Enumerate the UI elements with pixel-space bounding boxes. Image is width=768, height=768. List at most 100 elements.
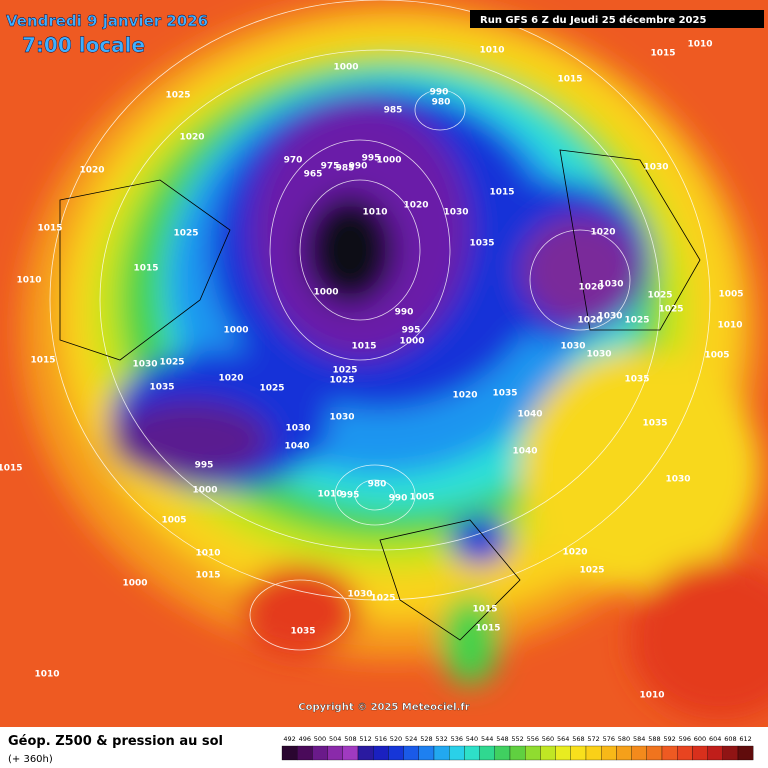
isobar-label: 1020 <box>79 166 104 176</box>
legend-label: 584 <box>633 735 645 743</box>
legend-swatch <box>555 745 571 761</box>
isobar-label: 1030 <box>586 350 611 360</box>
isobar-label: 1010 <box>16 276 41 286</box>
legend-label: 536 <box>451 735 463 743</box>
legend-label: 588 <box>648 735 660 743</box>
legend-label: 612 <box>739 735 751 743</box>
isobar-label: 1025 <box>165 91 190 101</box>
legend-swatch <box>494 745 511 761</box>
isobar-label: 1020 <box>562 548 587 558</box>
legend-swatch <box>403 745 419 761</box>
copyright: Copyright © 2025 Meteociel.fr <box>298 702 469 713</box>
legend-swatch <box>281 745 298 761</box>
legend-label: 592 <box>663 735 675 743</box>
isobar-label: 1030 <box>665 475 690 485</box>
legend-swatch <box>327 745 343 761</box>
isobar-label: 990 <box>389 494 408 504</box>
legend-swatch <box>677 745 693 761</box>
isobar-label: 1035 <box>624 375 649 385</box>
isobar-label: 1030 <box>598 280 623 290</box>
isobar-label: 1025 <box>332 366 357 376</box>
isobar-label: 1035 <box>642 419 667 429</box>
isobar-label: 1000 <box>122 579 147 589</box>
footer-title: Géop. Z500 & pression au sol <box>8 734 223 749</box>
legend-swatch <box>722 745 739 761</box>
legend-swatch <box>312 745 328 761</box>
legend-label: 504 <box>329 735 341 743</box>
legend-label: 544 <box>481 735 493 743</box>
isobar-label: 1025 <box>624 316 649 326</box>
isobar-label: 1015 <box>557 75 582 85</box>
isobar-label: 1030 <box>285 424 310 434</box>
isobar-label: 1030 <box>597 312 622 322</box>
isobar-label: 1035 <box>469 239 494 249</box>
legend-label: 552 <box>511 735 523 743</box>
isobar-label: 1020 <box>578 283 603 293</box>
isobar-label: 1010 <box>479 46 504 56</box>
legend-swatch <box>297 745 313 761</box>
isobar-label: 965 <box>304 170 323 180</box>
isobar-label: 1020 <box>218 374 243 384</box>
isobar-label: 1005 <box>718 290 743 300</box>
legend-swatch <box>616 745 632 761</box>
color-legend: 492 496 500 504 508 512 516 520 524 528 532 536 540 5… <box>281 735 754 761</box>
legend-label: 496 <box>299 735 311 743</box>
legend-swatch <box>707 745 723 761</box>
legend-swatch <box>464 745 480 761</box>
isobar-label: 1020 <box>403 201 428 211</box>
isobar-label: 1015 <box>0 464 23 474</box>
isobar-label: 1015 <box>351 342 376 352</box>
legend-label: 568 <box>572 735 584 743</box>
legend-label: 492 <box>283 735 295 743</box>
isobar-label: 1000 <box>333 63 358 73</box>
isobar-label: 1025 <box>647 291 672 301</box>
isobar-label: 980 <box>432 98 451 108</box>
legend-swatch <box>646 745 663 761</box>
isobar-label: 970 <box>284 156 303 166</box>
isobar-label: 1030 <box>560 342 585 352</box>
legend-swatch <box>449 745 465 761</box>
isobar-label: 1005 <box>161 516 186 526</box>
isobar-label: 1000 <box>223 326 248 336</box>
isobar-label: 1040 <box>517 410 542 420</box>
footer-lead: (+ 360h) <box>8 754 53 765</box>
legend-label: 512 <box>359 735 371 743</box>
legend-swatch <box>585 745 602 761</box>
legend-label: 528 <box>420 735 432 743</box>
isobar-label: 1015 <box>195 571 220 581</box>
isobar-label: 1015 <box>489 188 514 198</box>
isobar-label: 1025 <box>658 305 683 315</box>
isobar-label: 995 <box>402 326 421 336</box>
isobar-label: 995 <box>362 154 381 164</box>
isobar-label: 1015 <box>472 605 497 615</box>
isobar-label: 990 <box>430 88 449 98</box>
legend-swatch <box>357 745 374 761</box>
isobar-label: 975 <box>321 162 340 172</box>
legend-swatch <box>373 745 389 761</box>
isobar-label: 1015 <box>30 356 55 366</box>
isobar-label: 1025 <box>579 566 604 576</box>
legend-label: 556 <box>527 735 539 743</box>
isobar-label: 1010 <box>317 490 342 500</box>
run-box <box>470 10 764 28</box>
run-info: Run GFS 6 Z du Jeudi 25 décembre 2025 <box>480 14 706 26</box>
isobar-label: 1000 <box>192 486 217 496</box>
isobar-label: 1015 <box>475 624 500 634</box>
legend-label: 572 <box>587 735 599 743</box>
legend-label: 576 <box>603 735 615 743</box>
legend-label: 508 <box>344 735 356 743</box>
isobar-label: 990 <box>349 162 368 172</box>
legend-swatch <box>661 745 678 761</box>
legend-label: 540 <box>466 735 478 743</box>
isobar-label: 1025 <box>370 594 395 604</box>
isobar-label: 995 <box>195 461 214 471</box>
isobar-label: 1035 <box>149 383 174 393</box>
isobar-label: 1040 <box>284 442 309 452</box>
isobar-label: 995 <box>341 491 360 501</box>
legend-label: 516 <box>375 735 387 743</box>
legend-label: 580 <box>618 735 630 743</box>
isobar-label: 1030 <box>347 590 372 600</box>
